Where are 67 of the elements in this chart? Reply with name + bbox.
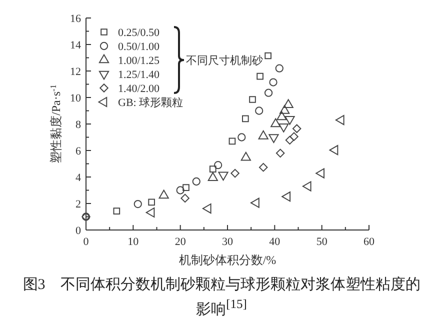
point xyxy=(158,190,169,199)
point xyxy=(264,52,272,60)
point xyxy=(148,198,155,206)
x-tick-label: 60 xyxy=(364,236,375,248)
x-tick-label: 10 xyxy=(128,236,140,248)
point xyxy=(180,194,190,203)
point xyxy=(176,186,184,194)
y-tick-label: 14 xyxy=(70,40,82,52)
point xyxy=(282,192,291,202)
legend-label: 1.25/1.40 xyxy=(118,69,160,81)
point xyxy=(113,208,120,214)
point xyxy=(240,152,251,161)
x-axis-title: 机制砂体积分数/% xyxy=(178,253,276,267)
y-tick-label: 0 xyxy=(76,225,82,237)
point xyxy=(284,116,295,125)
point xyxy=(214,161,222,170)
y-tick-label: 12 xyxy=(70,66,81,78)
point xyxy=(285,136,294,145)
y-tick-label: 10 xyxy=(70,92,82,104)
point xyxy=(329,145,338,156)
y-tick-label: 6 xyxy=(76,146,82,158)
point xyxy=(258,130,268,140)
point xyxy=(270,118,281,128)
x-tick-label: 0 xyxy=(83,236,90,248)
y-tick-label: 2 xyxy=(76,198,81,210)
point xyxy=(249,96,256,103)
point xyxy=(146,207,155,218)
x-tick-label: 20 xyxy=(174,236,186,248)
caption: 图3 不同体积分数机制砂颗粒与球形颗粒对浆体塑性粘度的影响$^{[15]}$ xyxy=(22,275,422,320)
point xyxy=(335,114,344,126)
point xyxy=(290,132,298,141)
point xyxy=(255,106,264,115)
legend-label: 1.40/2.00 xyxy=(118,83,160,95)
legend-label: 1.00/1.25 xyxy=(118,55,160,67)
point xyxy=(238,133,246,142)
y-tick-label: 16 xyxy=(70,13,82,25)
point xyxy=(275,64,284,72)
point xyxy=(209,166,216,172)
x-tick-label: 30 xyxy=(222,236,234,248)
legend-label: 0.25/0.50 xyxy=(118,27,160,39)
point xyxy=(280,104,290,114)
point xyxy=(283,99,294,108)
point xyxy=(228,138,236,145)
point xyxy=(302,181,312,192)
annotation: 不同尺寸机制砂 xyxy=(186,54,263,67)
point xyxy=(276,148,285,158)
point xyxy=(202,203,212,214)
point xyxy=(316,168,324,178)
point xyxy=(134,200,142,208)
point xyxy=(182,184,190,192)
point xyxy=(256,72,264,80)
legend-label: 0.50/1.00 xyxy=(118,41,160,53)
point xyxy=(230,168,240,178)
x-tick-label: 50 xyxy=(316,236,328,248)
point xyxy=(258,162,268,172)
point xyxy=(269,78,278,86)
point xyxy=(192,177,200,186)
point xyxy=(208,172,218,182)
legend-label: GB: 球形颗粒 xyxy=(118,96,184,109)
point xyxy=(264,88,273,97)
point xyxy=(276,111,287,120)
x-tick-label: 40 xyxy=(269,236,281,248)
y-tick-label: 4 xyxy=(76,172,82,184)
y-tick-label: 8 xyxy=(76,119,82,131)
point xyxy=(292,124,302,134)
point xyxy=(242,115,249,122)
point xyxy=(250,198,260,208)
